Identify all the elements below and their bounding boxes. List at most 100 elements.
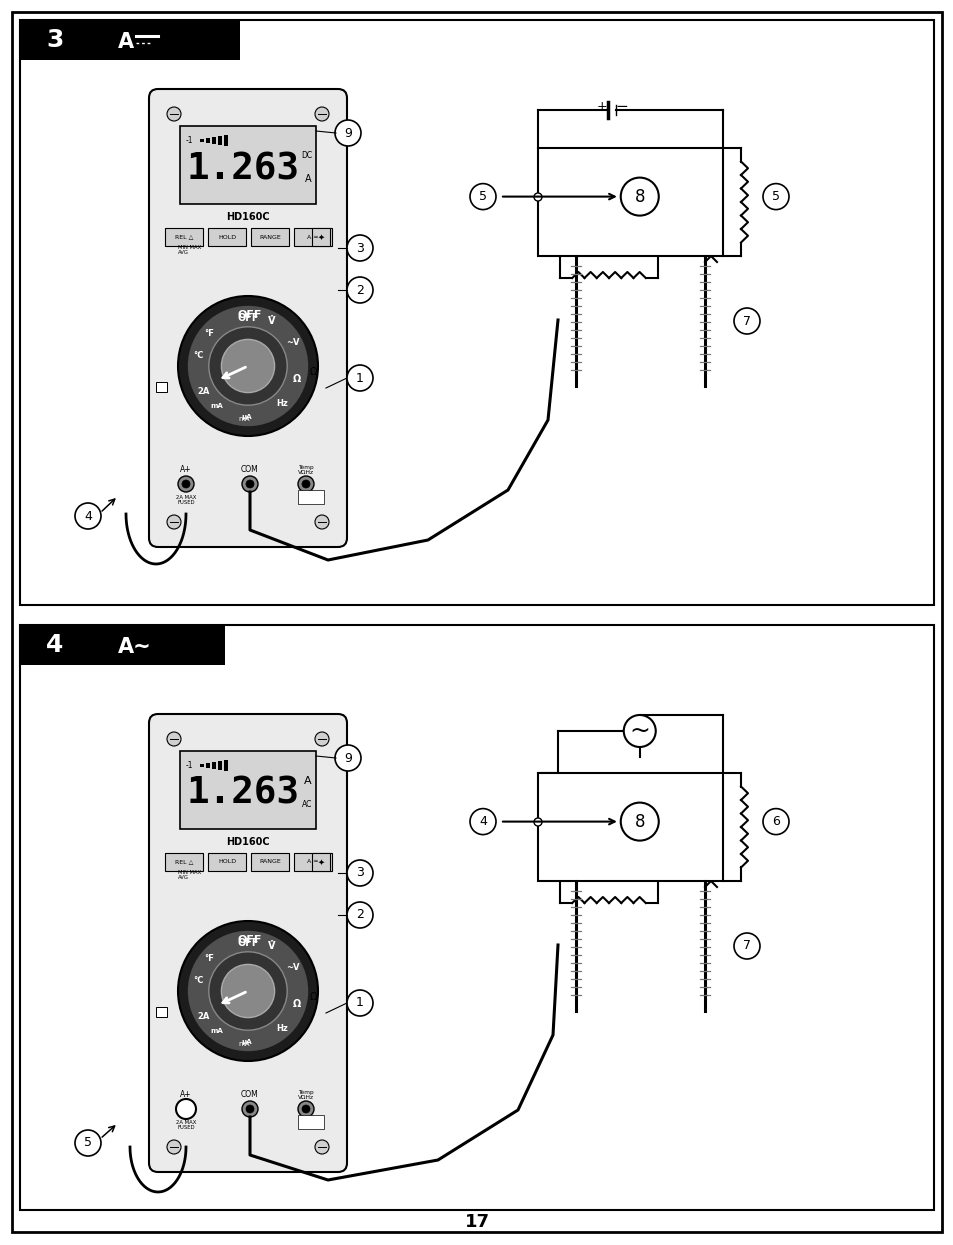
Circle shape	[302, 1106, 310, 1113]
Circle shape	[733, 308, 760, 334]
Circle shape	[246, 481, 253, 488]
Text: REL △: REL △	[174, 234, 193, 239]
Bar	[212, 762, 215, 768]
Text: ~V: ~V	[286, 337, 299, 346]
Circle shape	[221, 340, 274, 392]
Text: A+: A+	[180, 466, 192, 474]
Text: Ω: Ω	[310, 367, 316, 377]
Circle shape	[182, 481, 190, 488]
Circle shape	[762, 183, 788, 209]
Circle shape	[347, 860, 373, 886]
Text: 2A: 2A	[197, 1012, 210, 1021]
Text: OFF: OFF	[237, 935, 262, 945]
Text: Ω: Ω	[293, 1000, 301, 1010]
Bar	[20, 625, 225, 665]
Text: 5: 5	[84, 1137, 91, 1149]
Text: 2A: 2A	[158, 1008, 168, 1017]
Circle shape	[470, 183, 496, 209]
Text: 9: 9	[344, 127, 352, 139]
Bar	[251, 228, 289, 247]
Circle shape	[314, 515, 329, 529]
Bar	[20, 20, 240, 60]
Bar	[20, 20, 933, 605]
Text: 2A: 2A	[197, 387, 210, 396]
Text: 8: 8	[634, 813, 644, 830]
Text: 3: 3	[355, 867, 363, 879]
Circle shape	[347, 235, 373, 261]
Bar	[208, 853, 246, 871]
Text: 5: 5	[478, 190, 486, 203]
Text: 1: 1	[355, 996, 363, 1010]
FancyBboxPatch shape	[149, 88, 347, 547]
Bar	[206, 137, 210, 142]
Bar	[297, 491, 324, 504]
Text: REL △: REL △	[174, 859, 193, 864]
Bar	[224, 759, 228, 771]
Bar	[537, 148, 722, 256]
Circle shape	[762, 808, 788, 834]
Text: 9: 9	[344, 752, 352, 764]
Text: 1.263: 1.263	[186, 151, 299, 187]
Bar	[294, 228, 332, 247]
Bar	[312, 228, 330, 247]
Text: COM: COM	[241, 466, 258, 474]
Bar	[156, 1007, 167, 1017]
Circle shape	[470, 808, 496, 834]
Circle shape	[733, 933, 760, 959]
Circle shape	[347, 365, 373, 391]
Circle shape	[297, 1101, 314, 1117]
Bar	[294, 853, 332, 871]
Bar	[200, 138, 204, 142]
Circle shape	[188, 931, 308, 1051]
Circle shape	[302, 481, 310, 488]
Circle shape	[178, 296, 317, 436]
Text: 4: 4	[84, 509, 91, 523]
Bar	[297, 1116, 324, 1129]
Circle shape	[75, 503, 101, 529]
Circle shape	[297, 476, 314, 492]
Bar	[206, 762, 210, 767]
Circle shape	[221, 965, 274, 1017]
Text: °F: °F	[204, 954, 213, 962]
Bar	[156, 382, 167, 392]
Circle shape	[347, 276, 373, 303]
Text: 7: 7	[742, 315, 750, 327]
Bar	[180, 126, 315, 204]
Text: 1: 1	[355, 371, 363, 385]
Circle shape	[534, 193, 541, 200]
Bar	[537, 773, 722, 881]
Text: 8: 8	[634, 188, 644, 205]
Circle shape	[314, 107, 329, 121]
Bar	[218, 136, 222, 144]
Text: 2A MAX
FUSED: 2A MAX FUSED	[175, 1119, 196, 1130]
Text: RANGE: RANGE	[259, 234, 280, 239]
Text: mA: mA	[210, 1028, 223, 1035]
Circle shape	[178, 921, 317, 1061]
Circle shape	[75, 1130, 101, 1157]
Text: CAT III
1000 V: CAT III 1000 V	[300, 493, 319, 503]
Circle shape	[188, 306, 308, 426]
Circle shape	[534, 818, 541, 825]
Bar	[20, 625, 933, 1210]
Circle shape	[335, 745, 360, 771]
Text: mA: mA	[238, 1041, 250, 1047]
Text: 2: 2	[355, 909, 363, 921]
Text: 4: 4	[478, 815, 486, 828]
Text: COM: COM	[241, 1091, 258, 1099]
Text: -1: -1	[186, 136, 193, 144]
Text: OFF: OFF	[237, 310, 262, 320]
Text: °F: °F	[204, 329, 213, 337]
Text: Temp
VΩHz: Temp VΩHz	[297, 464, 314, 476]
Text: A ≈: A ≈	[307, 859, 318, 864]
Text: 4: 4	[46, 632, 63, 657]
Text: HOLD: HOLD	[217, 234, 235, 239]
Circle shape	[620, 803, 659, 840]
Bar	[224, 134, 228, 146]
Text: RANGE: RANGE	[259, 859, 280, 864]
Bar	[312, 853, 330, 871]
Text: mA: mA	[238, 416, 250, 422]
Bar	[200, 763, 204, 767]
Circle shape	[623, 715, 655, 747]
Text: 3: 3	[46, 27, 63, 52]
Text: HD160C: HD160C	[226, 837, 270, 847]
